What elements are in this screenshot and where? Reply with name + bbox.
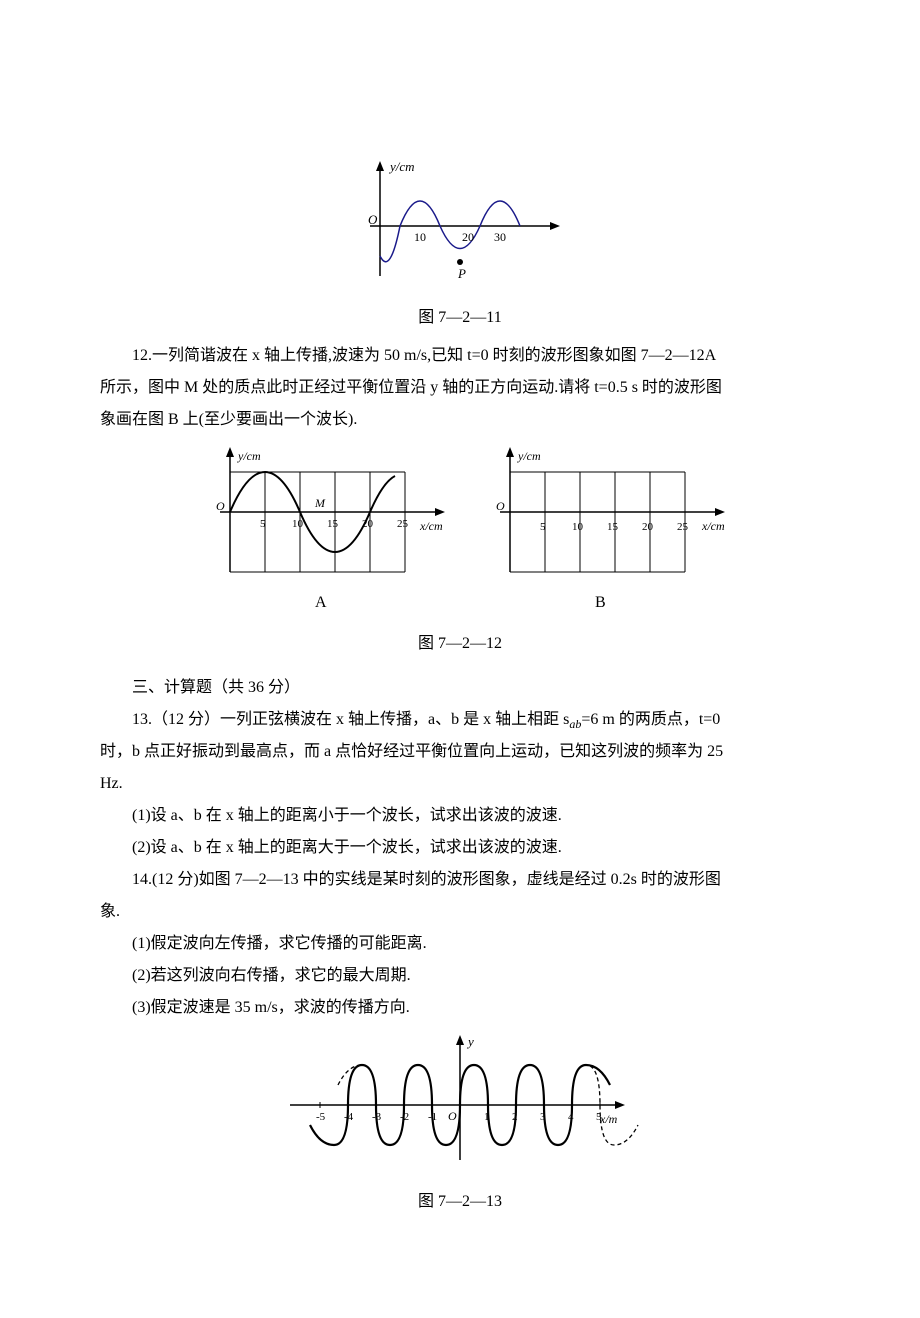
- q14-sub1: (1)假定波向左传播，求它传播的可能距离.: [100, 928, 820, 960]
- fig12B-O: O: [496, 499, 505, 513]
- fig12-caption: 图 7—2—12: [100, 628, 820, 660]
- fig11-ylabel: y/cm: [388, 159, 415, 174]
- fig13-svg: y x/m O -5 -4 -3 -2 -1 1 2 3 4 5: [280, 1030, 640, 1180]
- f13-x0: -5: [316, 1111, 326, 1123]
- q12-text: 12.一列简谐波在 x 轴上传播,波速为 50 m/s,已知 t=0 时刻的波形…: [100, 340, 820, 372]
- fig11-P: P: [457, 266, 466, 281]
- q12-text-3: 象画在图 B 上(至少要画出一个波长).: [100, 404, 820, 436]
- fig12-svg: y/cm x/cm O 5 10 15 20 25 M: [180, 442, 740, 622]
- fig12A-ylabel: y/cm: [237, 449, 261, 463]
- q13-l2: 时，b 点正好振动到最高点，而 a 点恰好经过平衡位置向上运动，已知这列波的频率…: [100, 736, 820, 768]
- fig13-xlabel: x/m: [599, 1112, 618, 1126]
- q14-sub3: (3)假定波速是 35 m/s，求波的传播方向.: [100, 992, 820, 1024]
- q13-l1: 13.（12 分）一列正弦横波在 x 轴上传播，a、b 是 x 轴上相距 sab…: [100, 704, 820, 736]
- q12-text-2: 所示，图中 M 处的质点此时正经过平衡位置沿 y 轴的正方向运动.请将 t=0.…: [100, 372, 820, 404]
- fig12A-t2: 15: [327, 518, 339, 530]
- fig12A-xlabel: x/cm: [419, 519, 443, 533]
- figure-7-2-13: y x/m O -5 -4 -3 -2 -1 1 2 3 4 5: [100, 1030, 820, 1180]
- q13-l1b: =6 m 的两质点，t=0: [581, 711, 720, 728]
- q14-l2: 象.: [100, 896, 820, 928]
- fig12B-ylabel: y/cm: [517, 449, 541, 463]
- q13-l3: Hz.: [100, 768, 820, 800]
- fig13-ylabel: y: [466, 1034, 474, 1049]
- fig12A-t0: 5: [260, 518, 266, 530]
- fig13-caption: 图 7—2—13: [100, 1186, 820, 1218]
- fig12A-t1: 10: [292, 518, 304, 530]
- q12-l3: 象画在图 B 上(至少要画出一个波长).: [100, 411, 357, 428]
- fig12A-t4: 25: [397, 518, 409, 530]
- q14-l1: 14.(12 分)如图 7—2—13 中的实线是某时刻的波形图象，虚线是经过 0…: [100, 864, 820, 896]
- q13-sub: ab: [569, 717, 581, 731]
- fig12B-t0: 5: [540, 521, 546, 533]
- fig12B-t4: 25: [677, 521, 689, 533]
- fig12A-O: O: [216, 499, 225, 513]
- fig12A-M: M: [314, 496, 326, 510]
- fig12B-xlabel: x/cm: [701, 519, 725, 533]
- fig11-O: O: [368, 212, 378, 227]
- fig13-O: O: [448, 1109, 457, 1123]
- fig11-xtick-30: 30: [494, 230, 506, 244]
- q13-sub2: (2)设 a、b 在 x 轴上的距离大于一个波长，试求出该波的波速.: [100, 832, 820, 864]
- fig11-svg: y/cm O 10 20 30 P: [350, 146, 570, 296]
- fig12B-t3: 20: [642, 521, 654, 533]
- fig12A-name: A: [315, 594, 327, 611]
- fig12B-name: B: [595, 594, 606, 611]
- figure-7-2-12: y/cm x/cm O 5 10 15 20 25 M: [100, 442, 820, 622]
- q12-l1: 12.一列简谐波在 x 轴上传播,波速为 50 m/s,已知 t=0 时刻的波形…: [132, 347, 716, 364]
- section-header: 三、计算题（共 36 分）: [100, 672, 820, 704]
- fig11-xtick-10: 10: [414, 230, 426, 244]
- fig11-xtick-20: 20: [462, 230, 474, 244]
- q14-sub2: (2)若这列波向右传播，求它的最大周期.: [100, 960, 820, 992]
- figure-7-2-11: y/cm O 10 20 30 P: [100, 146, 820, 296]
- q12-l2: 所示，图中 M 处的质点此时正经过平衡位置沿 y 轴的正方向运动.请将 t=0.…: [100, 379, 722, 396]
- fig11-caption: 图 7—2—11: [100, 302, 820, 334]
- q13-sub1: (1)设 a、b 在 x 轴上的距离小于一个波长，试求出该波的波速.: [100, 800, 820, 832]
- q13-l1a: 13.（12 分）一列正弦横波在 x 轴上传播，a、b 是 x 轴上相距 s: [132, 711, 569, 728]
- fig12B-t1: 10: [572, 521, 584, 533]
- fig12B-t2: 15: [607, 521, 619, 533]
